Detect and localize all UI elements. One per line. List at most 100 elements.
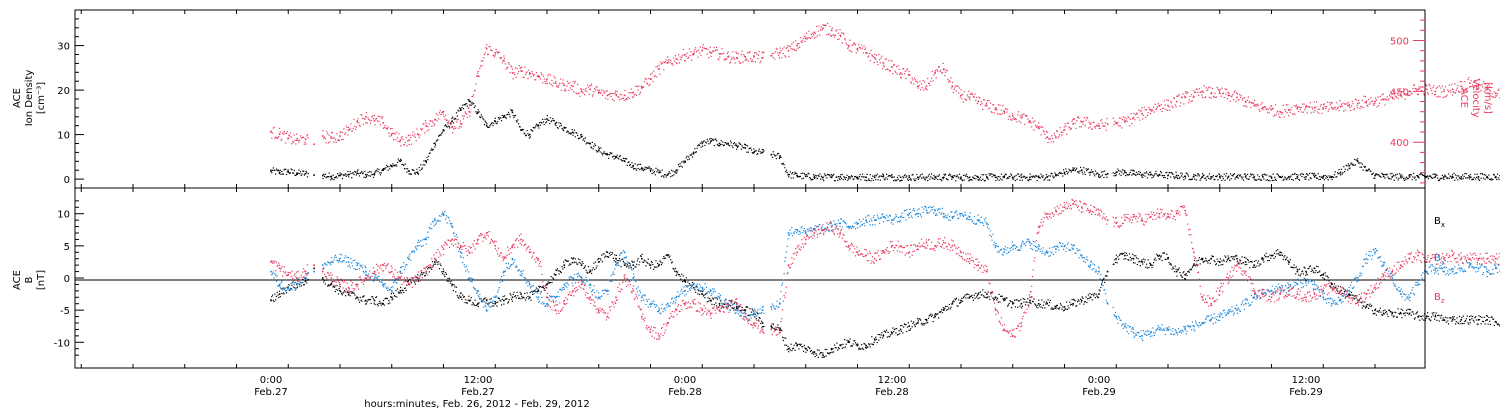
velocity-sample [1085, 119, 1087, 121]
bx-sample [668, 256, 670, 258]
velocity-sample [752, 60, 754, 63]
density-point-113 [1244, 176, 1247, 178]
density-sample [1382, 173, 1384, 176]
velocity-sample [1023, 113, 1025, 115]
bx-sample [970, 295, 972, 297]
bx-sample [398, 292, 400, 294]
velocity-sample [698, 49, 700, 51]
density-sample [552, 119, 555, 121]
velocity-sample [1265, 108, 1267, 111]
velocity-sample [929, 84, 931, 86]
density-sample [674, 171, 676, 173]
bx-sample [383, 304, 385, 306]
density-sample [466, 103, 468, 105]
velocity-sample [1239, 93, 1241, 96]
bx-sample [384, 298, 386, 300]
density-sample [1281, 176, 1283, 178]
bx-sample [1202, 261, 1204, 263]
velocity-point-37 [589, 88, 591, 91]
bx-sample [817, 356, 819, 358]
density-sample [989, 173, 992, 175]
bx-sample [437, 263, 439, 265]
density-sample [1213, 179, 1215, 181]
density-sample [473, 106, 475, 109]
bx-sample [451, 285, 453, 287]
velocity-sample [878, 59, 881, 61]
density-sample [323, 173, 325, 175]
velocity-sample [478, 75, 480, 78]
density-sample [800, 172, 802, 175]
bx-sample [480, 300, 482, 302]
velocity-sample [508, 63, 510, 65]
velocity-sample [439, 110, 441, 112]
density-sample [637, 167, 639, 170]
velocity-sample [675, 62, 677, 64]
density-point-43 [641, 167, 643, 169]
bx-sample [387, 303, 389, 305]
velocity-sample [961, 98, 963, 100]
bx-sample [787, 345, 789, 347]
density-point-59 [779, 156, 781, 158]
bx-sample [1156, 253, 1158, 255]
density-sample [996, 178, 999, 180]
bx-sample [917, 320, 919, 322]
bx-sample [1177, 268, 1180, 270]
bx-sample [346, 291, 348, 293]
density-sample [1402, 176, 1404, 178]
velocity-sample [602, 90, 604, 92]
velocity-sample [597, 92, 600, 94]
velocity-sample [1121, 118, 1124, 121]
velocity-sample [1353, 109, 1355, 111]
density-sample [566, 131, 568, 133]
bx-sample [365, 303, 367, 305]
bx-sample [871, 343, 874, 345]
velocity-sample [862, 52, 864, 54]
density-sample [348, 173, 351, 175]
velocity-point-63 [813, 31, 816, 34]
bx-sample [790, 343, 792, 345]
bx-sample [453, 284, 455, 286]
density-sample [549, 122, 551, 125]
velocity-sample [1120, 117, 1122, 119]
density-ylabel-unit: [cm⁻³] [36, 82, 47, 114]
bx-sample [1060, 304, 1062, 306]
density-point-127 [1365, 169, 1368, 171]
density-sample [785, 169, 788, 171]
density-sample [726, 143, 728, 145]
velocity-sample [809, 37, 811, 39]
density-sample [658, 172, 660, 174]
bx-sample [626, 264, 628, 266]
velocity-sample [885, 69, 887, 71]
density-sample [694, 148, 696, 150]
density-sample [1277, 175, 1280, 177]
density-sample [578, 137, 580, 139]
velocity-sample [1451, 83, 1453, 86]
velocity-sample [1449, 89, 1451, 91]
bx-sample [1059, 307, 1061, 309]
velocity-sample [273, 126, 275, 128]
velocity-sample [518, 65, 520, 67]
bx-point-20 [442, 270, 445, 273]
bx-sample [357, 297, 359, 299]
density-sample [489, 125, 491, 127]
density-sample [453, 118, 455, 120]
velocity-sample [1374, 102, 1376, 105]
bx-sample [800, 343, 802, 345]
velocity-sample [1026, 114, 1028, 117]
velocity-sample [1049, 138, 1051, 140]
density-sample [429, 152, 431, 154]
density-sample [1280, 176, 1282, 178]
bx-sample [762, 325, 764, 328]
density-point-56 [753, 151, 755, 154]
bx-sample [443, 274, 445, 276]
bx-sample [394, 295, 396, 298]
velocity-sample [783, 46, 785, 48]
velocity-sample [1213, 96, 1215, 98]
velocity-sample [389, 135, 391, 137]
density-sample [1490, 178, 1492, 180]
velocity-sample [1030, 122, 1032, 124]
bx-sample [468, 295, 470, 297]
density-sample [1008, 175, 1010, 178]
bx-sample [1243, 256, 1246, 259]
density-sample [492, 124, 494, 127]
